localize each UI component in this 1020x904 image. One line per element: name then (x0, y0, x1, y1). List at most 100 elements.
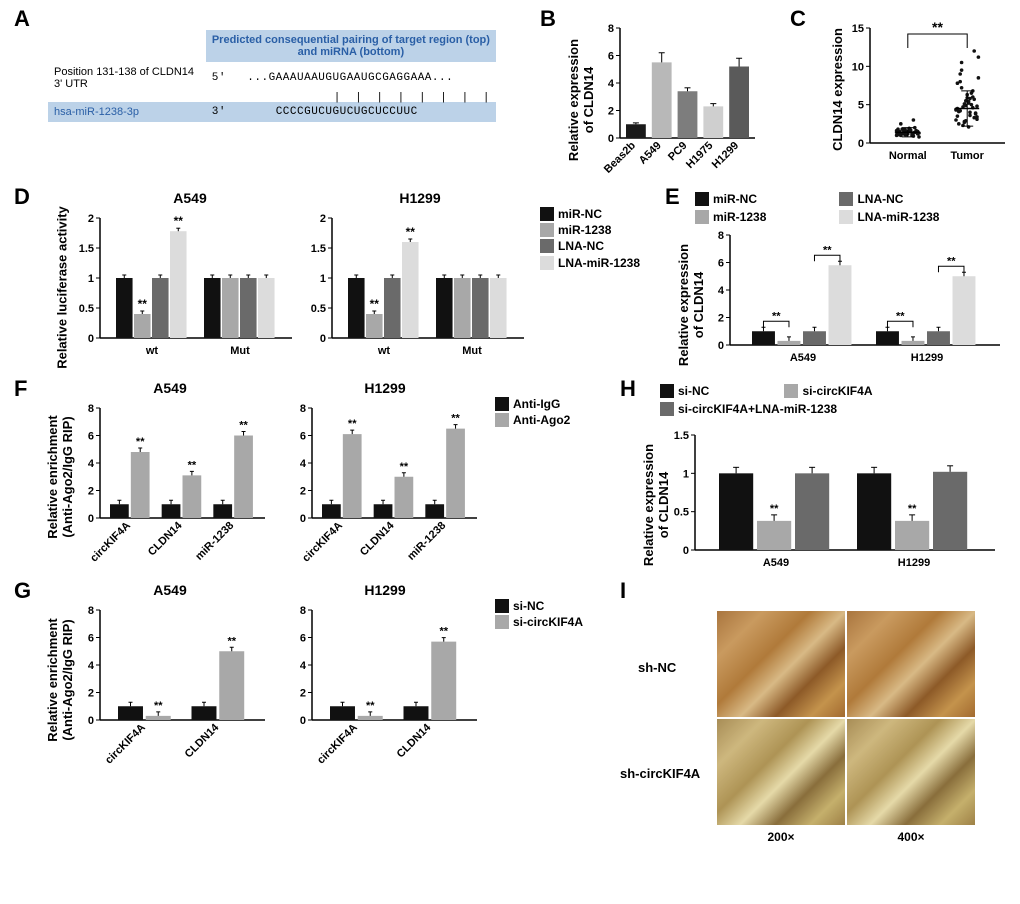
ihc-row-shcirc: sh-circKIF4A (620, 766, 700, 781)
svg-text:**: ** (188, 459, 197, 471)
panelF-legend: Anti-IgG Anti-Ago2 (495, 396, 570, 428)
svg-text:**: ** (406, 225, 416, 239)
label-F: F (14, 376, 27, 402)
panelH-ylabel: Relative expressionof CLDN14 (641, 444, 671, 566)
panelC-ylabel: CLDN14 expression (830, 28, 845, 151)
svg-text:4: 4 (300, 660, 307, 672)
panelG-title-A549: A549 (120, 582, 220, 598)
svg-text:8: 8 (300, 605, 306, 617)
ihc-col-400x: 400× (846, 830, 976, 844)
svg-text:8: 8 (300, 403, 306, 415)
svg-text:2: 2 (608, 106, 614, 118)
svg-text:**: ** (770, 503, 779, 515)
svg-text:4: 4 (608, 78, 615, 90)
svg-text:2: 2 (320, 213, 326, 225)
svg-text:**: ** (174, 214, 184, 228)
label-A: A (14, 6, 30, 32)
svg-text:**: ** (908, 503, 917, 515)
svg-text:A549: A549 (637, 140, 664, 167)
svg-text:**: ** (136, 436, 145, 448)
svg-text:**: ** (932, 19, 943, 35)
ihc-shcirc-400x (846, 718, 976, 826)
svg-text:**: ** (154, 700, 163, 712)
svg-text:2: 2 (88, 688, 94, 700)
svg-text:**: ** (348, 418, 357, 430)
svg-text:**: ** (227, 635, 236, 647)
svg-text:8: 8 (718, 230, 724, 242)
svg-text:0: 0 (88, 513, 94, 525)
svg-text:0: 0 (320, 333, 326, 345)
panelA-row2-label: hsa-miR-1238-3p (48, 102, 206, 122)
label-E: E (665, 184, 680, 210)
svg-text:CLDN14: CLDN14 (183, 721, 222, 760)
panelA-pairing-table: Predicted consequential pairing of targe… (48, 30, 496, 122)
ihc-col-200x: 200× (716, 830, 846, 844)
panelA-row1-label: Position 131-138 of CLDN14 3' UTR (48, 62, 206, 94)
label-C: C (790, 6, 806, 32)
svg-text:**: ** (823, 244, 832, 256)
svg-text:**: ** (772, 310, 781, 322)
svg-text:**: ** (400, 461, 409, 473)
svg-text:0: 0 (300, 513, 306, 525)
svg-text:0: 0 (88, 715, 94, 727)
panelA-pair-bars: | | | | | | | | (206, 94, 496, 102)
svg-text:wt: wt (145, 345, 159, 357)
svg-text:H1299: H1299 (911, 352, 943, 364)
svg-text:1: 1 (320, 273, 326, 285)
svg-text:2: 2 (88, 213, 94, 225)
svg-text:4: 4 (88, 660, 95, 672)
svg-text:6: 6 (88, 431, 94, 443)
svg-text:**: ** (239, 420, 248, 432)
panelD-chart-H1299: 00.511.52****wtMut (310, 208, 530, 368)
svg-text:8: 8 (608, 23, 614, 35)
svg-text:**: ** (366, 700, 375, 712)
label-B: B (540, 6, 556, 32)
svg-text:**: ** (896, 310, 905, 322)
panelA-header: Predicted consequential pairing of targe… (206, 30, 496, 62)
svg-text:8: 8 (88, 605, 94, 617)
svg-text:4: 4 (300, 458, 307, 470)
svg-text:H1299: H1299 (710, 140, 741, 171)
svg-text:1.5: 1.5 (311, 243, 326, 255)
label-G: G (14, 578, 31, 604)
svg-text:circKIF4A: circKIF4A (103, 722, 148, 767)
svg-text:**: ** (439, 626, 448, 638)
svg-text:2: 2 (88, 486, 94, 498)
svg-text:H1299: H1299 (898, 557, 930, 569)
svg-text:A549: A549 (790, 352, 816, 364)
panelH-legend: si-NC si-circKIF4A si-circKIF4A+LNA-miR-… (660, 382, 872, 418)
svg-text:10: 10 (852, 61, 864, 73)
svg-text:**: ** (370, 297, 380, 311)
svg-text:0: 0 (858, 138, 864, 150)
panelF-ylabel: Relative enrichment(Anti-Ago2/IgG RIP) (45, 397, 75, 557)
svg-text:1: 1 (88, 273, 94, 285)
label-I: I (620, 578, 626, 604)
svg-text:**: ** (451, 413, 460, 425)
ihc-shcirc-200x (716, 718, 846, 826)
svg-text:0.5: 0.5 (674, 507, 689, 519)
svg-text:0: 0 (88, 333, 94, 345)
svg-text:0: 0 (300, 715, 306, 727)
svg-text:CLDN14: CLDN14 (146, 519, 185, 558)
svg-text:wt: wt (377, 345, 391, 357)
svg-text:Mut: Mut (230, 345, 250, 357)
svg-text:**: ** (947, 255, 956, 267)
panelH-chart: 00.511.5**A549**H1299 (673, 425, 1003, 580)
panelF-chart-A549: 02468**circKIF4A**CLDN14**miR-1238 (78, 398, 273, 573)
panelF-title-H1299: H1299 (335, 380, 435, 396)
panelF-title-A549: A549 (120, 380, 220, 396)
svg-text:circKIF4A: circKIF4A (300, 520, 345, 565)
panelB-chart: 02468Beas2bA549PC9H1975H1299 (598, 18, 763, 178)
svg-text:6: 6 (608, 51, 614, 63)
panelF-chart-H1299: 02468**circKIF4A**CLDN14**miR-1238 (290, 398, 485, 573)
svg-text:6: 6 (300, 431, 306, 443)
svg-text:circKIF4A: circKIF4A (88, 520, 133, 565)
panelD-title-A549: A549 (140, 190, 240, 206)
label-H: H (620, 376, 636, 402)
svg-text:0: 0 (718, 340, 724, 352)
panelD-legend: miR-NC miR-1238 LNA-NC LNA-miR-1238 (540, 206, 640, 271)
panelD-chart-A549: 00.511.52****wtMut (78, 208, 298, 368)
svg-text:A549: A549 (763, 557, 789, 569)
panelC-chart: 051015**NormalTumor (848, 18, 1013, 176)
svg-text:8: 8 (88, 403, 94, 415)
